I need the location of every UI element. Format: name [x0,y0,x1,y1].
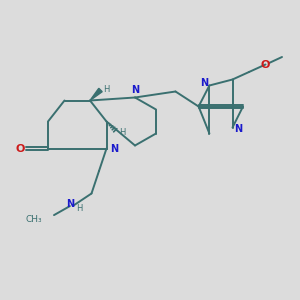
Polygon shape [90,88,102,100]
Text: N: N [200,78,208,88]
Text: N: N [110,143,118,154]
Text: O: O [15,143,25,154]
Text: N: N [131,85,139,95]
Text: N: N [66,199,75,209]
Text: O: O [261,59,270,70]
Text: H: H [119,128,126,137]
Text: H: H [76,204,82,213]
Text: N: N [234,124,242,134]
Text: CH₃: CH₃ [26,214,42,224]
Text: H: H [103,85,109,94]
